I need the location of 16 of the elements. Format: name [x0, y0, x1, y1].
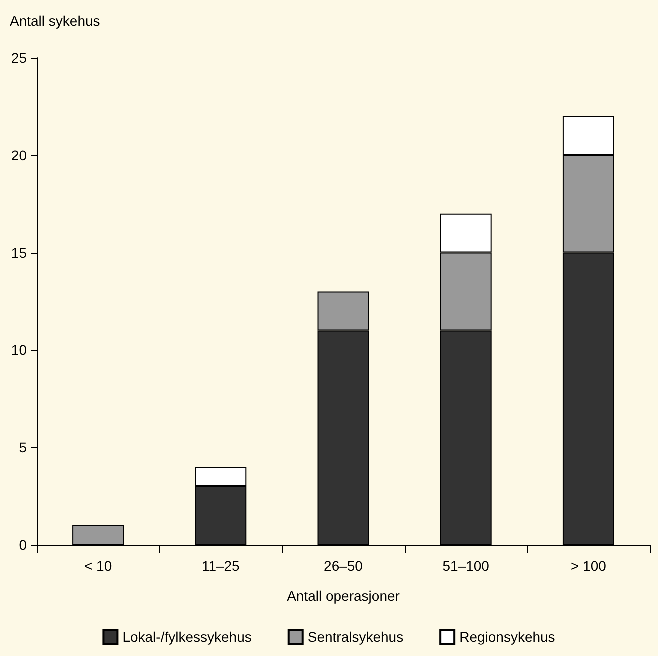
x-axis-title: Antall operasjoner — [287, 588, 400, 604]
x-tick-label: < 10 — [84, 558, 112, 574]
x-tick-label: 11–25 — [202, 558, 240, 574]
legend-label: Sentralsykehus — [308, 629, 404, 645]
x-tick-label: > 100 — [570, 558, 607, 574]
y-tick-label: 25 — [11, 50, 28, 66]
y-tick-label: 15 — [11, 244, 28, 261]
y-tick-label: 5 — [19, 440, 28, 456]
x-tick-label: 51–100 — [442, 558, 490, 574]
legend-label: Lokal-/fylkessykehus — [122, 629, 252, 645]
y-axis-title: Antall sykehus — [10, 13, 100, 29]
y-tick-label: 0 — [19, 537, 28, 553]
y-tick-label: 20 — [11, 147, 28, 164]
y-tick-label: 10 — [11, 342, 28, 358]
legend-label: Regionsykehus — [460, 629, 556, 645]
x-tick-label: 26–50 — [324, 558, 364, 574]
